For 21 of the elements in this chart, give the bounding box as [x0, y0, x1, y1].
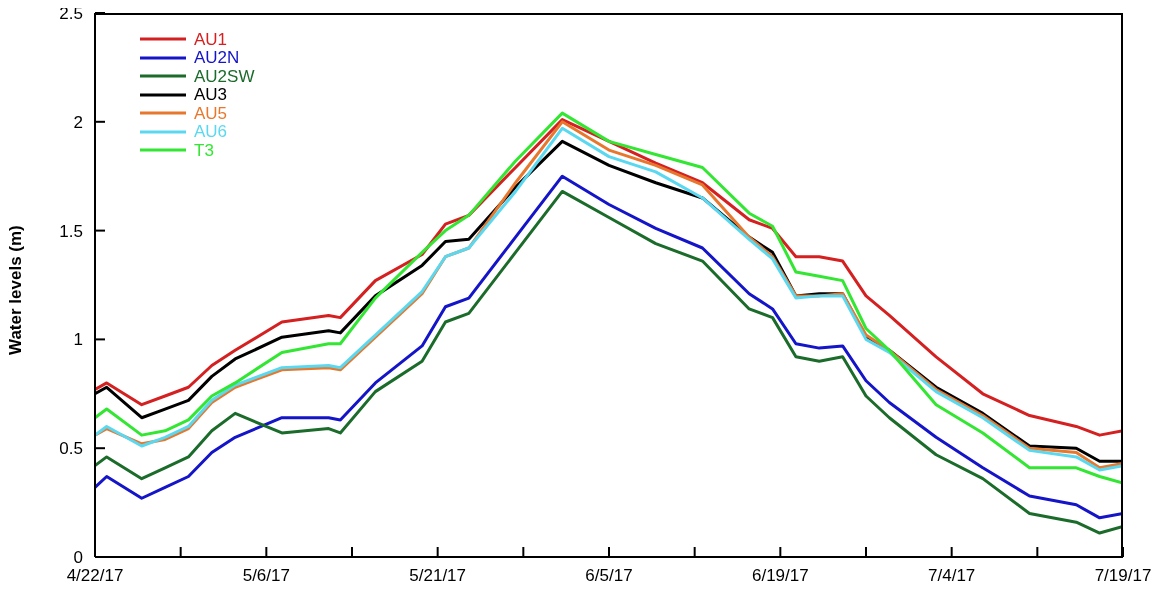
legend-label: AU2N — [194, 48, 240, 68]
y-tick-label: 0 — [73, 548, 83, 568]
x-tick-label: 6/19/17 — [751, 566, 809, 586]
x-tick-label: 7/19/17 — [1094, 566, 1152, 586]
y-tick-label: 1 — [73, 330, 83, 350]
y-tick-label: 1.5 — [59, 221, 83, 241]
x-tick-label: 4/22/17 — [66, 566, 124, 586]
y-tick-label: 2.5 — [59, 4, 83, 24]
legend-label: AU6 — [194, 122, 228, 142]
legend-label: AU2SW — [194, 66, 255, 86]
legend-label: AU1 — [194, 29, 228, 49]
legend-label: T3 — [194, 140, 214, 160]
legend-label: AU5 — [194, 103, 228, 123]
y-tick-label: 2 — [73, 112, 83, 132]
legend-label: AU3 — [194, 85, 228, 105]
x-tick-label: 6/5/17 — [585, 566, 633, 586]
y-axis-title: Water levels (m) — [6, 225, 26, 355]
x-tick-label: 5/6/17 — [242, 566, 290, 586]
x-tick-label: 5/21/17 — [409, 566, 467, 586]
x-tick-label: 7/4/17 — [928, 566, 976, 586]
y-tick-label: 0.5 — [59, 439, 83, 459]
